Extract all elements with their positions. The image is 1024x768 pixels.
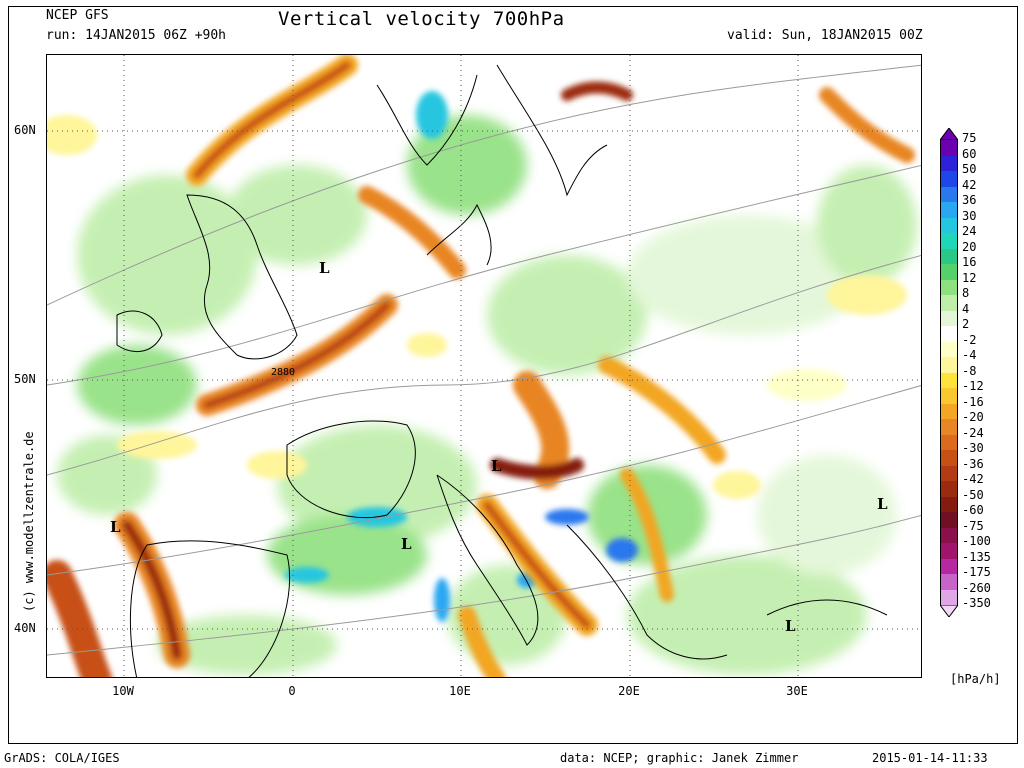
y-tick-label: 60N <box>14 123 36 137</box>
legend-color-cell <box>940 171 958 187</box>
run-info: run: 14JAN2015 06Z +90h <box>46 28 227 43</box>
legend-color-cell <box>940 496 958 513</box>
legend-color-cell <box>940 140 958 156</box>
legend-color-cell <box>940 589 958 606</box>
legend-color-cell <box>940 357 958 373</box>
legend-level-label: 20 <box>962 239 977 254</box>
legend-level-label: -60 <box>962 503 984 517</box>
legend-color-cell <box>940 310 958 327</box>
vertical-velocity-map: L L L L L L 2880 <box>47 55 921 677</box>
legend-color-cell <box>940 403 958 420</box>
legend-color-cell <box>940 186 958 203</box>
legend-color-cell <box>940 512 958 528</box>
valid-time: valid: Sun, 18JAN2015 00Z <box>727 28 923 43</box>
legend-color-cell <box>940 155 958 172</box>
contour-label: 2880 <box>271 367 295 378</box>
legend-max-arrow <box>940 128 958 140</box>
legend-color-cell <box>940 233 958 249</box>
legend-level-label: 24 <box>962 224 977 238</box>
map-title: Vertical velocity 700hPa <box>278 8 565 30</box>
legend-level-label: 60 <box>962 146 977 161</box>
legend-color-cell <box>940 543 958 559</box>
legend-color-cell <box>940 295 958 311</box>
low-marker: L <box>877 495 888 513</box>
low-marker: L <box>319 259 330 277</box>
legend-level-label: -42 <box>962 472 984 486</box>
model-name: NCEP GFS <box>46 8 109 23</box>
legend-color-cell <box>940 279 958 296</box>
y-tick-label: 40N <box>14 621 36 635</box>
coastlines <box>116 64 888 677</box>
legend-color-cell <box>940 481 958 497</box>
low-marker: L <box>491 457 502 475</box>
downward-motion-bands <box>47 55 915 677</box>
x-tick-label: 30E <box>786 684 808 698</box>
timestamp: 2015-01-14-11:33 <box>872 751 988 765</box>
legend-level-label: -20 <box>962 410 984 424</box>
upward-motion-fields <box>57 115 917 675</box>
software-credit: GrADS: COLA/IGES <box>4 751 120 765</box>
x-tick-label: 10E <box>449 684 471 698</box>
x-tick-label: 10W <box>112 684 134 698</box>
legend-color-cell <box>940 202 958 218</box>
geopotential-contours <box>47 64 921 656</box>
legend-color-cell <box>940 388 958 404</box>
legend-color-cell <box>940 419 958 435</box>
legend-color-cell <box>940 217 958 234</box>
legend-level-label: -12 <box>962 379 984 393</box>
low-marker: L <box>110 518 121 536</box>
vertical-credit: (c) www.modellzentrale.de <box>22 431 36 612</box>
legend-level-label: -100 <box>962 534 991 548</box>
legend-color-cell <box>940 574 958 590</box>
legend-level-label: -36 <box>962 456 984 471</box>
legend-level-label: -16 <box>962 394 984 409</box>
legend-level-label: 42 <box>962 177 977 192</box>
legend-level-label: -175 <box>962 565 991 579</box>
legend-level-label: -350 <box>962 596 991 610</box>
weak-downward-areas <box>47 115 907 499</box>
data-credit: data: NCEP; graphic: Janek Zimmer <box>560 751 799 765</box>
legend-color-cell <box>940 527 958 544</box>
low-marker: L <box>785 617 796 635</box>
legend-level-label: -24 <box>962 425 984 440</box>
low-marker: L <box>401 535 412 553</box>
legend-level-label: -2 <box>962 332 977 347</box>
legend-color-cell <box>940 341 958 358</box>
legend-color-cell <box>940 372 958 389</box>
legend-level-label: -260 <box>962 580 991 595</box>
legend-level-label: -4 <box>962 348 977 362</box>
legend-min-arrow <box>940 605 958 617</box>
legend-color-cell <box>940 434 958 451</box>
legend-level-label: 36 <box>962 193 977 207</box>
low-pressure-markers: L L L L L L <box>110 259 888 635</box>
legend-color-cell <box>940 465 958 482</box>
plot-frame <box>8 6 1018 744</box>
legend-level-label: 16 <box>962 255 977 269</box>
legend-level-label: -135 <box>962 549 991 564</box>
legend-color-cell <box>940 248 958 265</box>
graticule <box>47 55 921 677</box>
map-area: L L L L L L 2880 <box>46 54 922 678</box>
legend-level-label: 50 <box>962 162 977 176</box>
legend-level-label: -8 <box>962 363 977 378</box>
legend-level-label: 30 <box>962 208 977 223</box>
x-tick-label: 20E <box>618 684 640 698</box>
legend-color-cell <box>940 558 958 575</box>
legend-level-label: 2 <box>962 317 970 331</box>
legend-color-cell <box>940 326 958 342</box>
x-tick-label: 0 <box>288 684 296 698</box>
legend-level-label: 8 <box>962 286 970 300</box>
y-tick-label: 50N <box>14 372 36 386</box>
legend-level-label: 75 <box>962 131 977 145</box>
legend-color-cell <box>940 450 958 466</box>
legend-level-label: -75 <box>962 518 984 533</box>
legend-level-label: 4 <box>962 301 970 316</box>
legend-unit: [hPa/h] <box>950 672 1001 686</box>
legend-level-label: 12 <box>962 270 977 285</box>
legend-level-label: -50 <box>962 487 984 502</box>
legend-level-label: -30 <box>962 441 984 455</box>
legend-color-cell <box>940 264 958 280</box>
